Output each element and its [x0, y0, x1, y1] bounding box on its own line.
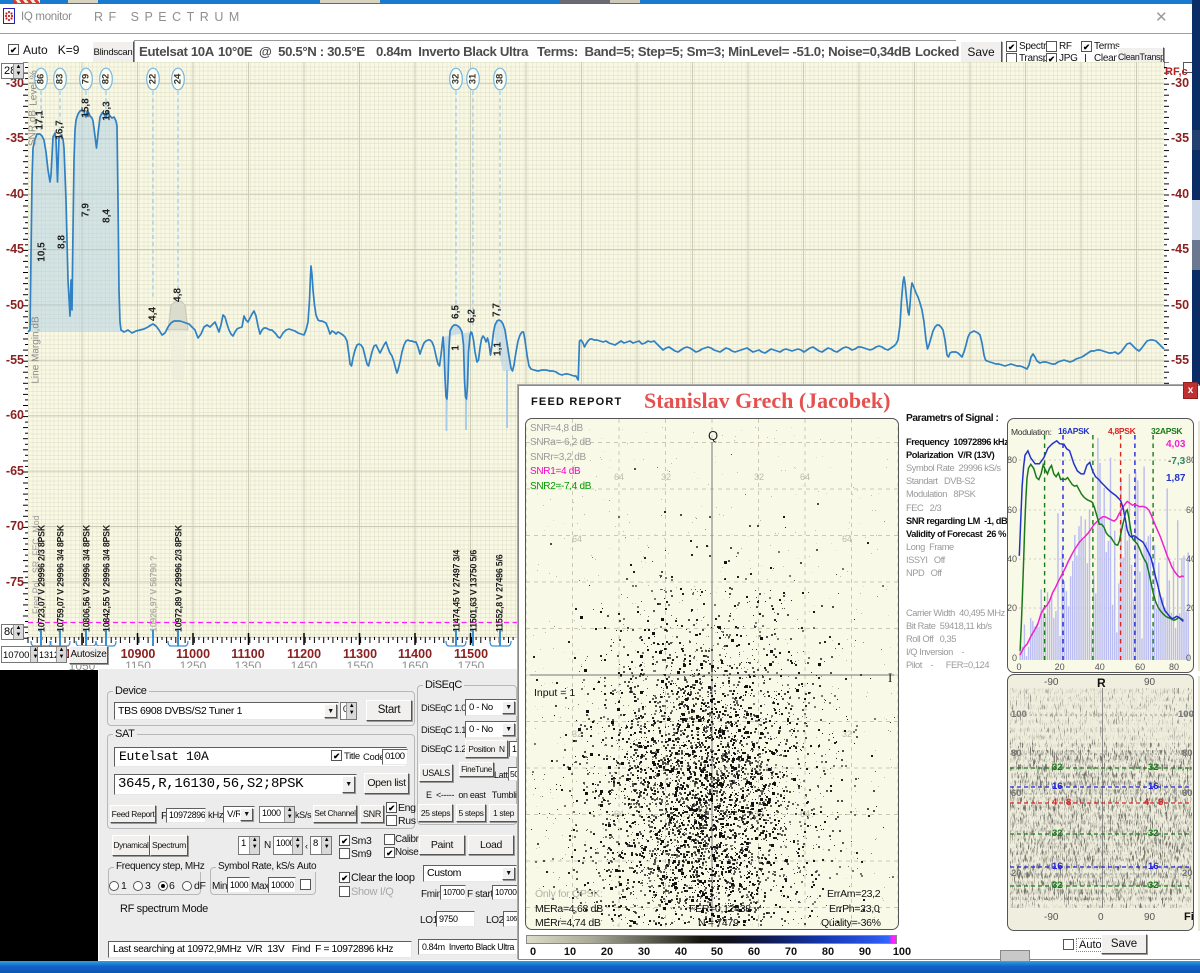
- svg-text:RF,c: RF,c: [1165, 66, 1188, 78]
- svg-text:Q: Q: [708, 428, 718, 443]
- svg-text:24: 24: [173, 73, 184, 84]
- svg-text:64: 64: [842, 534, 852, 544]
- svg-text:-35: -35: [1171, 131, 1189, 145]
- svg-text:20: 20: [1055, 662, 1065, 672]
- svg-text:6,5: 6,5: [451, 305, 462, 319]
- svg-text:64: 64: [614, 472, 624, 482]
- svg-text:20: 20: [1186, 603, 1194, 613]
- svg-text:FEC: FEC: [31, 538, 41, 556]
- svg-text:10842,55 V 29996 3/4 8PSK: 10842,55 V 29996 3/4 8PSK: [102, 524, 112, 632]
- svg-text:-70: -70: [6, 519, 24, 533]
- svg-text:Mod: Mod: [31, 515, 41, 532]
- svg-text:32: 32: [572, 729, 582, 739]
- svg-text:-30: -30: [6, 76, 24, 90]
- svg-text:80: 80: [1186, 455, 1194, 465]
- svg-text:Level,%: Level,%: [29, 70, 40, 106]
- svg-text:-30: -30: [1171, 76, 1189, 90]
- svg-text:64: 64: [614, 809, 624, 819]
- svg-text:SR: SR: [31, 561, 41, 573]
- svg-text:-45: -45: [6, 242, 24, 256]
- svg-text:-55: -55: [6, 353, 24, 367]
- svg-text:60: 60: [1186, 505, 1194, 515]
- svg-text:4,4: 4,4: [148, 307, 159, 321]
- svg-text:10723,07 V 29996 2/3 8PSK: 10723,07 V 29996 2/3 8PSK: [37, 524, 47, 632]
- svg-text:64: 64: [800, 472, 810, 482]
- svg-text:-40: -40: [1171, 187, 1189, 201]
- svg-text:4,8: 4,8: [173, 288, 184, 302]
- svg-text:11100: 11100: [231, 647, 264, 661]
- svg-text:Freq: Freq: [31, 596, 41, 614]
- svg-text:-55: -55: [1171, 353, 1189, 367]
- svg-text:Line Margin,dB: Line Margin,dB: [31, 316, 42, 384]
- svg-text:60: 60: [1008, 505, 1017, 515]
- svg-text:0: 0: [1016, 662, 1021, 672]
- svg-text:10972,89 V 29996 2/3 8PSK: 10972,89 V 29996 2/3 8PSK: [174, 524, 184, 632]
- svg-text:38: 38: [495, 74, 506, 85]
- svg-text:Pol: Pol: [31, 581, 41, 594]
- svg-text:-75: -75: [6, 575, 24, 589]
- svg-text:6,2: 6,2: [467, 309, 478, 323]
- svg-text:0: 0: [1186, 653, 1191, 663]
- svg-text:10806,56 V 29996 3/4 8PSK: 10806,56 V 29996 3/4 8PSK: [82, 524, 92, 632]
- svg-text:SNR,dB: SNR,dB: [28, 110, 39, 146]
- svg-text:16,3: 16,3: [102, 101, 113, 121]
- svg-text:32: 32: [754, 472, 764, 482]
- svg-text:11300: 11300: [343, 647, 377, 661]
- svg-text:-50: -50: [6, 298, 24, 312]
- svg-text:80: 80: [1169, 662, 1179, 672]
- svg-text:32: 32: [451, 74, 462, 85]
- svg-text:20: 20: [1008, 603, 1017, 613]
- svg-text:10900: 10900: [121, 647, 156, 661]
- svg-text:60: 60: [1135, 662, 1145, 672]
- svg-text:11500: 11500: [454, 647, 488, 661]
- svg-text:86: 86: [36, 74, 47, 85]
- svg-text:-60: -60: [6, 408, 24, 422]
- svg-text:16,7: 16,7: [55, 120, 66, 140]
- svg-text:40: 40: [1095, 662, 1105, 672]
- svg-text:7,7: 7,7: [492, 303, 503, 317]
- svg-text:-45: -45: [1171, 242, 1189, 256]
- svg-text:7,9: 7,9: [81, 203, 92, 217]
- svg-text:11400: 11400: [398, 647, 432, 661]
- svg-text:31: 31: [468, 73, 479, 84]
- svg-text:11200: 11200: [287, 647, 321, 661]
- svg-text:40: 40: [1008, 554, 1017, 564]
- svg-text:40: 40: [1186, 554, 1194, 564]
- svg-text:8,4: 8,4: [102, 209, 113, 223]
- svg-text:11000: 11000: [176, 647, 210, 661]
- svg-text:32: 32: [842, 729, 852, 739]
- svg-text:64: 64: [572, 534, 582, 544]
- svg-text:83: 83: [55, 74, 66, 85]
- svg-text:8,8: 8,8: [57, 235, 68, 249]
- svg-text:15,8: 15,8: [81, 98, 92, 118]
- svg-text:-40: -40: [6, 187, 24, 201]
- svg-text:17,1: 17,1: [35, 110, 46, 130]
- svg-text:11552,8 V 27496 5/6: 11552,8 V 27496 5/6: [495, 554, 505, 632]
- svg-text:1,1: 1,1: [493, 342, 504, 356]
- svg-text:79: 79: [81, 74, 92, 85]
- svg-text:32: 32: [661, 472, 671, 482]
- svg-text:1: 1: [451, 345, 462, 351]
- svg-text:80: 80: [1008, 455, 1017, 465]
- svg-text:10,5: 10,5: [37, 242, 48, 262]
- svg-text:82: 82: [101, 74, 112, 85]
- svg-text:11501,63 V 13750 5/6: 11501,63 V 13750 5/6: [469, 550, 479, 632]
- svg-text:-65: -65: [6, 464, 24, 478]
- svg-text:I: I: [888, 670, 892, 685]
- svg-text:10759,07 V 29996 3/4 8PSK: 10759,07 V 29996 3/4 8PSK: [56, 524, 66, 632]
- svg-text:11474,45 V 27497 3/4: 11474,45 V 27497 3/4: [452, 550, 462, 632]
- svg-text:-50: -50: [1171, 298, 1189, 312]
- svg-text:10926,97 V 56790 ?: 10926,97 V 56790 ?: [149, 556, 159, 632]
- svg-text:-35: -35: [6, 131, 24, 145]
- svg-text:0: 0: [1012, 653, 1017, 663]
- svg-text:22: 22: [148, 74, 159, 85]
